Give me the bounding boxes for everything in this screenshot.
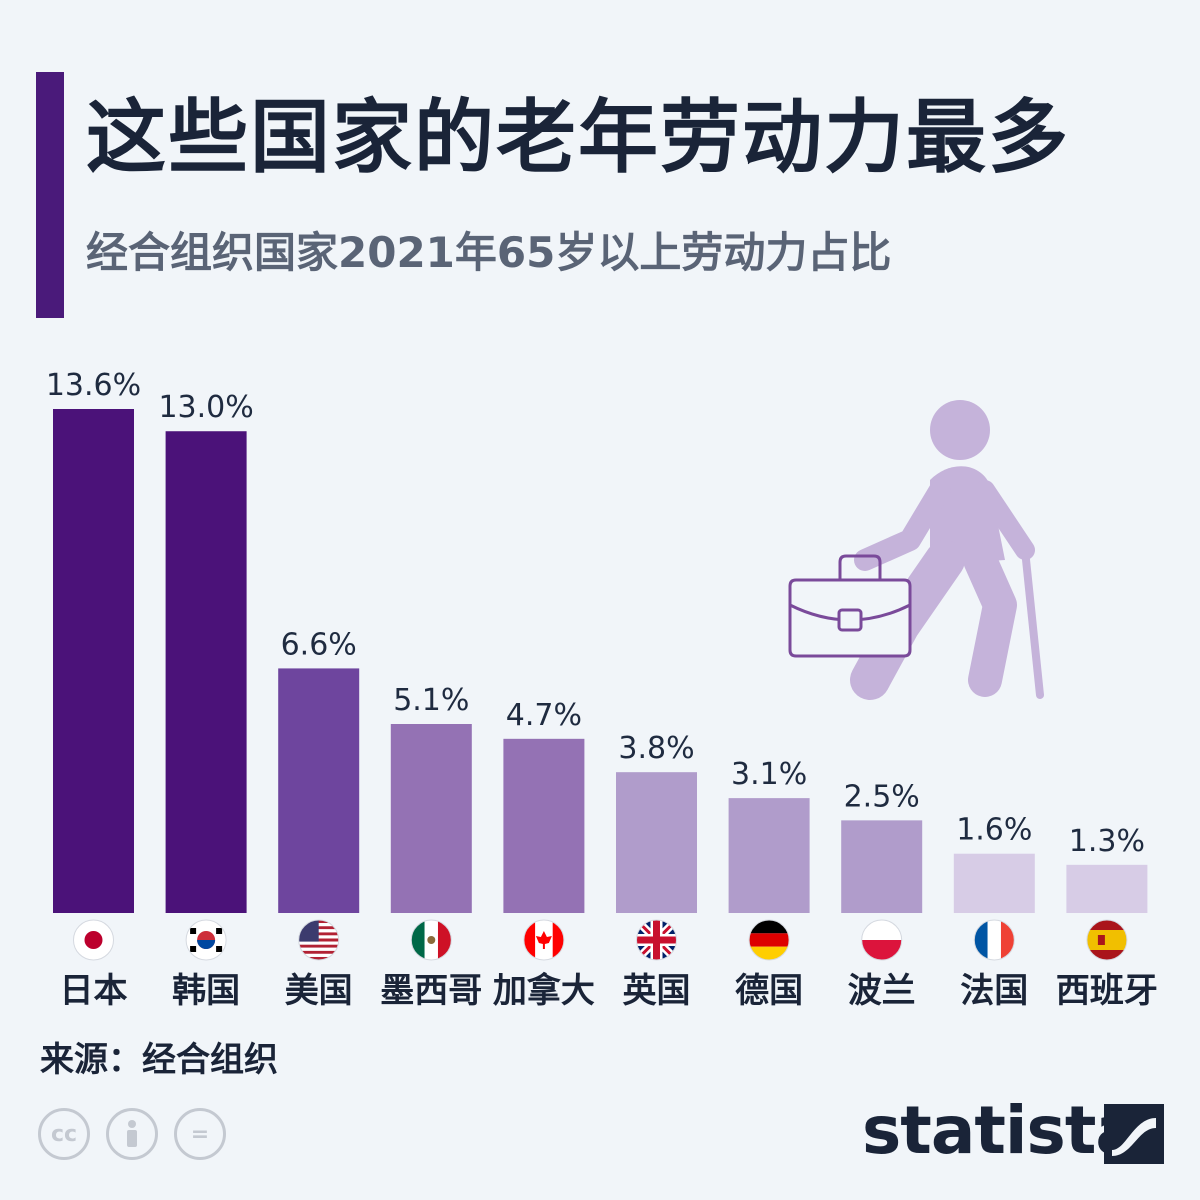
bar-7: [728, 798, 810, 913]
bar-5: [503, 738, 585, 913]
bar-4: [390, 724, 472, 913]
page-title: 这些国家的老年劳动力最多: [86, 91, 1070, 184]
page-subtitle: 经合组织国家2021年65岁以上劳动力占比: [86, 228, 892, 277]
canada-flag-icon: [523, 919, 565, 961]
statista-logo-icon[interactable]: [1104, 1104, 1164, 1164]
bar-value-label: 3.1%: [731, 757, 807, 792]
license-icons: cc =: [38, 1108, 226, 1160]
france-flag-icon: [973, 919, 1015, 961]
bar-10: [1066, 864, 1148, 913]
category-label: 法国: [960, 971, 1028, 1011]
bar-value-label: 13.6%: [46, 368, 141, 403]
no-derivatives-icon[interactable]: =: [174, 1108, 226, 1160]
bar-8: [841, 820, 923, 913]
title-accent-bar: [36, 72, 64, 318]
japan-flag-icon: [73, 919, 114, 961]
category-label: 美国: [285, 971, 353, 1011]
category-label: 波兰: [848, 971, 916, 1011]
category-label: 德国: [735, 971, 803, 1011]
mexico-flag-icon: [410, 919, 452, 961]
category-label: 墨西哥: [380, 971, 482, 1011]
bar-value-label: 1.3%: [1069, 824, 1145, 859]
bar-value-label: 2.5%: [844, 779, 920, 814]
category-label: 加拿大: [493, 971, 595, 1011]
bar-chart: 13.6% 日本 13.0% 韩国 6.6% 美国 5.1% 墨西哥 4.7% 加拿大 3.8% 英国…: [46, 368, 1158, 1011]
category-label: 英国: [623, 971, 691, 1011]
bar-6: [616, 772, 697, 913]
uk-flag-icon: [636, 919, 677, 961]
bar-2: [165, 431, 247, 913]
category-label: 韩国: [172, 971, 240, 1011]
bar-3: [278, 668, 360, 913]
poland-flag-icon: [861, 919, 903, 961]
bar-value-label: 6.6%: [281, 627, 357, 662]
attribution-icon[interactable]: [106, 1108, 158, 1160]
source-note: 来源：经合组织: [40, 1040, 278, 1080]
bar-value-label: 5.1%: [393, 683, 469, 718]
bar-value-label: 13.0%: [158, 390, 253, 425]
germany-flag-icon: [748, 919, 790, 961]
elderly-worker-icon: [788, 400, 1044, 700]
category-label: 西班牙: [1056, 971, 1158, 1011]
category-label: 日本: [60, 971, 128, 1011]
statista-logo-text[interactable]: statista: [862, 1092, 1140, 1169]
bar-1: [53, 409, 134, 913]
spain-flag-icon: [1086, 919, 1128, 961]
bar-value-label: 3.8%: [618, 731, 694, 766]
bar-value-label: 1.6%: [956, 813, 1032, 848]
bar-value-label: 4.7%: [506, 698, 582, 733]
cc-icon[interactable]: cc: [38, 1108, 90, 1160]
usa-flag-icon: [298, 919, 340, 961]
south-korea-flag-icon: [185, 919, 227, 961]
bar-9: [953, 853, 1035, 913]
